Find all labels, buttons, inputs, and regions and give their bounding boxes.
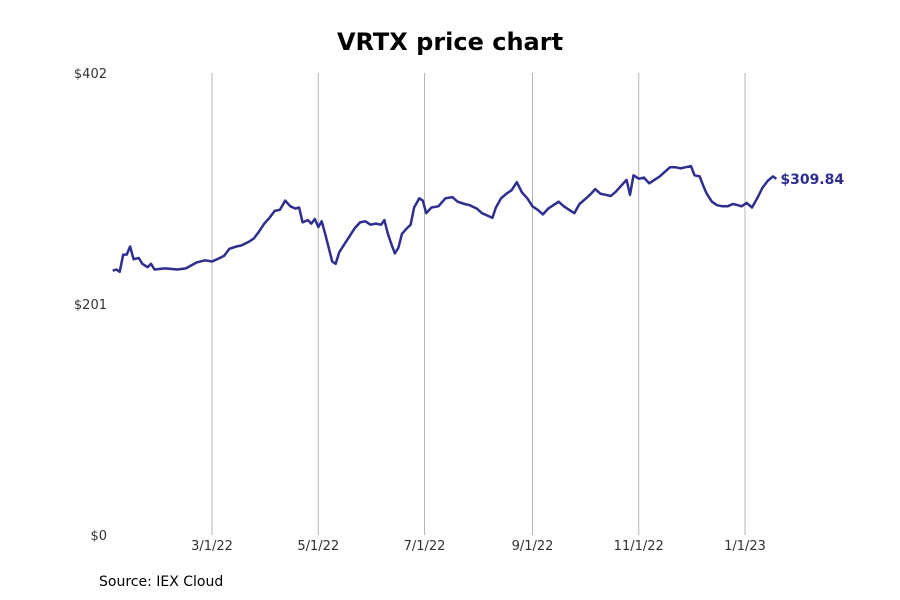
source-note: Source: IEX Cloud (99, 574, 224, 590)
x-tick-label: 11/1/22 (614, 539, 664, 554)
x-tick-label: 5/1/22 (297, 539, 339, 554)
x-tick-label: 7/1/22 (404, 539, 446, 554)
price-series (112, 164, 778, 274)
value-labels: $309.84 (780, 172, 844, 188)
x-tick-label: 1/1/23 (724, 539, 766, 554)
x-axis-ticks: 3/1/22 5/1/22 7/1/22 9/1/22 11/1/22 1/1/23 (191, 539, 766, 554)
chart-title: VRTX price chart (336, 28, 564, 56)
x-tick-label: 3/1/22 (191, 539, 233, 554)
price-line (112, 164, 778, 274)
x-tick-label: 9/1/22 (512, 539, 554, 554)
y-axis-ticks: $0 $201 $402 (74, 67, 107, 544)
gridlines (211, 73, 746, 535)
y-tick-label: $0 (90, 529, 107, 544)
y-tick-label: $402 (74, 67, 107, 82)
y-tick-label: $201 (74, 298, 107, 313)
last-price-label: $309.84 (780, 172, 844, 188)
